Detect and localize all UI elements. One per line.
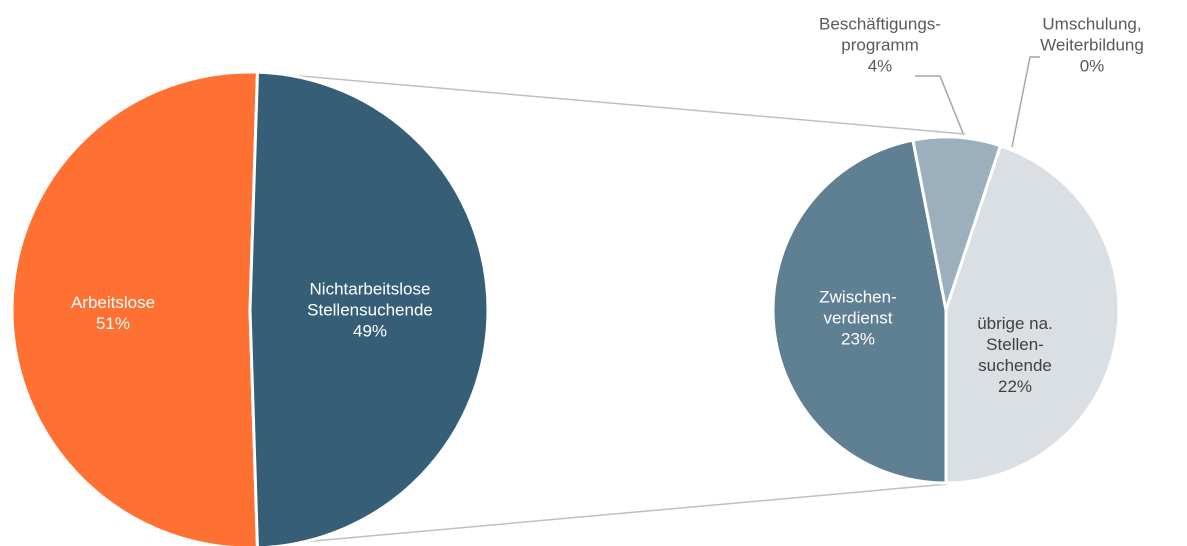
pie-slice [248, 70, 490, 546]
slice-name: Arbeitslose [70, 293, 156, 312]
data-label: Umschulung, Weiterbildung 0% [1040, 14, 1144, 77]
slice-name: Beschäftigungs- programm [819, 14, 941, 55]
data-label: Arbeitslose 51% [71, 292, 155, 334]
pie-slice [911, 135, 1003, 316]
pie-slice [944, 143, 1121, 485]
value-label: 49% [352, 321, 388, 341]
pie-slice [10, 70, 260, 546]
slices [10, 70, 1121, 546]
slice-name: Nichtarbeitslose Stellensuchende [307, 279, 433, 320]
value-label: 51% [95, 314, 131, 333]
slice-name: übrige na. Stellen- suchende [977, 314, 1053, 375]
value-label: 0% [1079, 56, 1105, 76]
value-label: 22% [997, 377, 1033, 396]
pie-slice [771, 138, 948, 485]
data-label: Beschäftigungs- programm 4% [819, 14, 941, 77]
value-label: 23% [840, 329, 876, 349]
data-label: Zwischen- verdienst 23% [819, 287, 896, 350]
slice-name: Umschulung, Weiterbildung [1040, 14, 1144, 55]
data-label: übrige na. Stellen- suchende 22% [977, 313, 1053, 397]
slice-name: Zwischen- verdienst [819, 287, 897, 328]
connector-line [257, 483, 949, 546]
connector-line [254, 71, 966, 135]
leader-line [915, 75, 964, 134]
leader-line [1011, 56, 1040, 148]
value-label: 4% [867, 56, 893, 76]
data-label: Nichtarbeitslose Stellensuchende 49% [307, 279, 433, 342]
